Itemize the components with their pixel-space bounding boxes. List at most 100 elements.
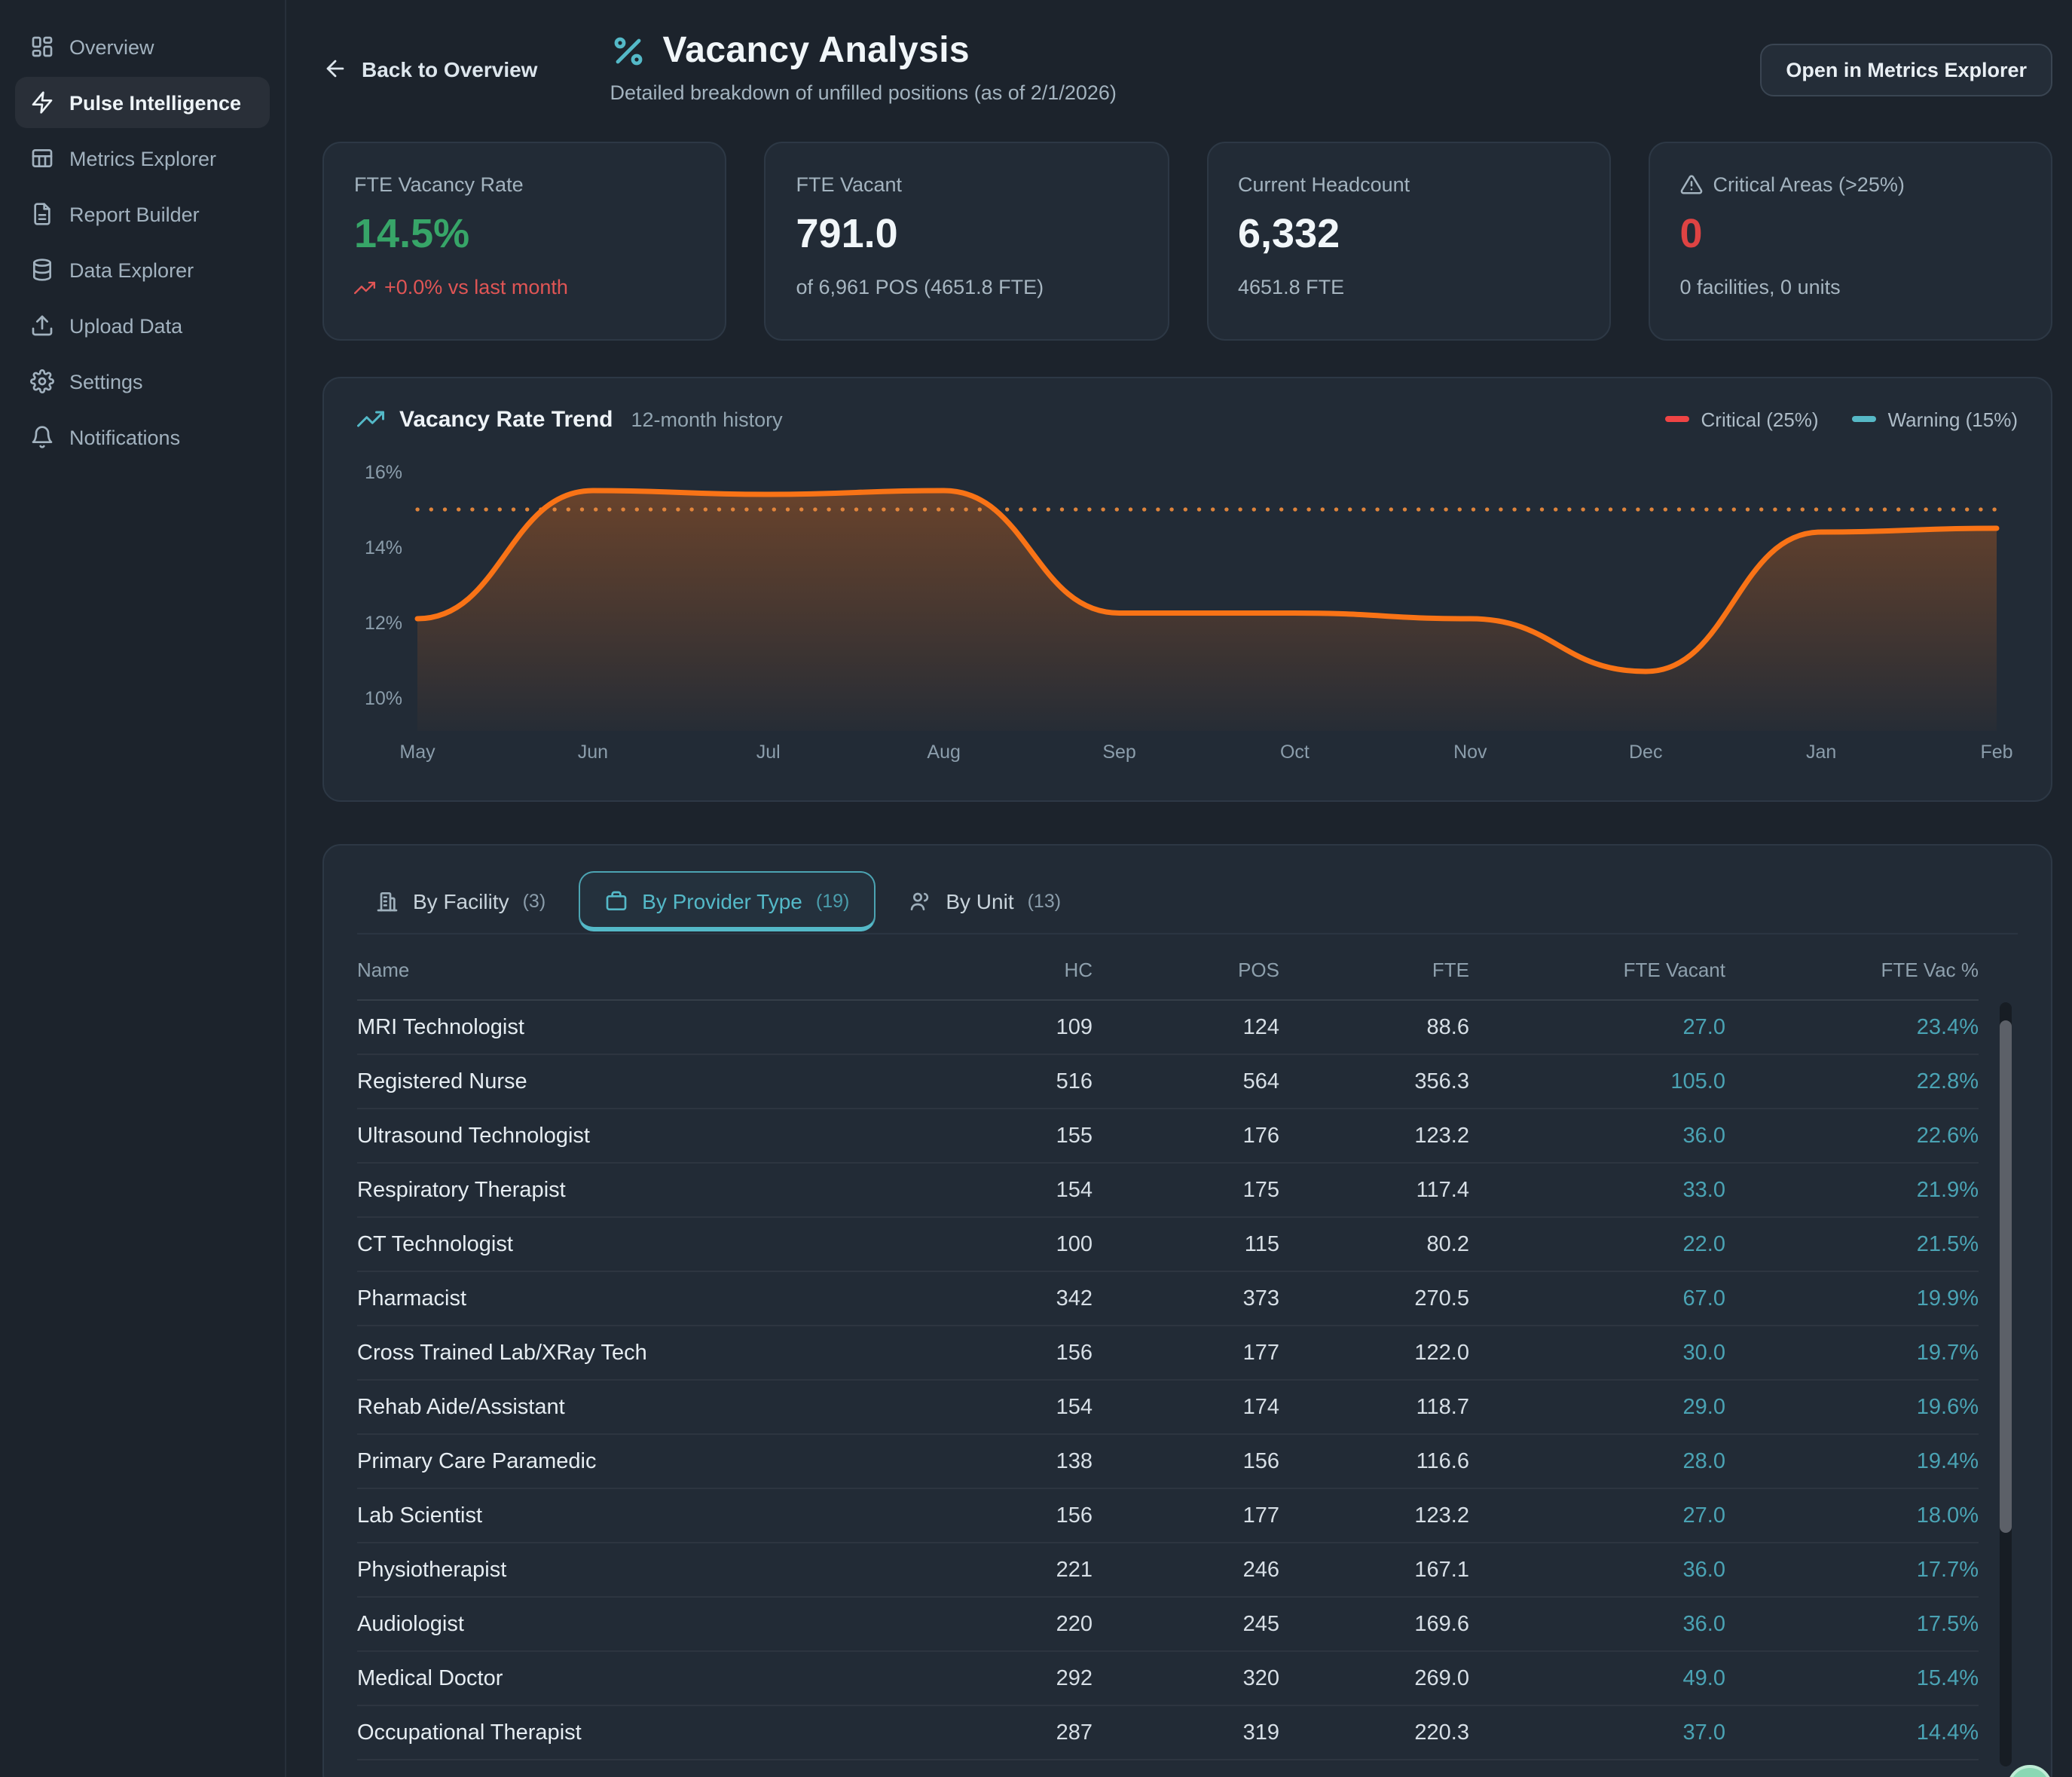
- cell-fte-vacant: 49.0: [1469, 1651, 1725, 1706]
- sidebar-item-overview[interactable]: Overview: [15, 21, 270, 72]
- sidebar-item-label: Data Explorer: [69, 258, 194, 281]
- bell-icon: [30, 425, 54, 449]
- table-row[interactable]: Occupational Therapist 287 319 220.3 37.0 14.…: [357, 1705, 1979, 1760]
- col-header-fte[interactable]: FTE: [1279, 944, 1469, 1001]
- cell-fte-vacant: 27.0: [1469, 1000, 1725, 1055]
- tab-by-facility[interactable]: By Facility (3): [357, 870, 564, 933]
- cell-pos: 124: [1093, 1000, 1279, 1055]
- cell-hc: 342: [912, 1271, 1093, 1326]
- table-row[interactable]: Lab Scientist 156 177 123.2 27.0 18.0%: [357, 1488, 1979, 1543]
- table-row[interactable]: Registered Nurse 516 564 356.3 105.0 22.8%: [357, 1054, 1979, 1109]
- sidebar-item-data-explorer[interactable]: Data Explorer: [15, 244, 270, 295]
- back-link-label: Back to Overview: [362, 57, 538, 81]
- cell-fte-vac-pct: 21.5%: [1725, 1217, 1979, 1272]
- table-row[interactable]: Medical Doctor 292 320 269.0 49.0 15.4%: [357, 1651, 1979, 1706]
- cell-fte-vac-pct: 19.6%: [1725, 1380, 1979, 1435]
- open-in-metrics-explorer-button[interactable]: Open in Metrics Explorer: [1760, 44, 2052, 96]
- cell-pos: 319: [1093, 1705, 1279, 1760]
- sidebar-item-upload-data[interactable]: Upload Data: [15, 300, 270, 351]
- col-header-fte-vac-pct[interactable]: FTE Vac %: [1725, 944, 1979, 1001]
- stat-card-current-headcount: Current Headcount 6,332 4651.8 FTE: [1206, 142, 1611, 341]
- cell-fte-vacant: 36.0: [1469, 1543, 1725, 1598]
- table-row[interactable]: MRI Technologist 109 124 88.6 27.0 23.4%: [357, 1000, 1979, 1055]
- cell-fte: 117.4: [1279, 1163, 1469, 1218]
- table-row[interactable]: Respiratory Therapist 154 175 117.4 33.0 21.9…: [357, 1163, 1979, 1218]
- cell-fte-vac-pct: 14.4%: [1725, 1705, 1979, 1760]
- cell-fte-vac-pct: 23.4%: [1725, 1000, 1979, 1055]
- stat-subtext: of 6,961 POS (4651.8 FTE): [796, 276, 1044, 298]
- tab-count: (19): [815, 891, 850, 912]
- page-header: Back to Overview Vacancy Analysis Detail…: [322, 30, 2052, 104]
- sidebar-item-pulse-intelligence[interactable]: Pulse Intelligence: [15, 77, 270, 128]
- table-row[interactable]: Primary Care Paramedic 138 156 116.6 28.0 19.…: [357, 1434, 1979, 1489]
- col-header-pos[interactable]: POS: [1093, 944, 1279, 1001]
- cell-hc: 138: [912, 1434, 1093, 1489]
- svg-text:Dec: Dec: [1629, 742, 1662, 763]
- sidebar-item-report-builder[interactable]: Report Builder: [15, 188, 270, 240]
- users-icon: [908, 889, 932, 913]
- table-row[interactable]: Audiologist 220 245 169.6 36.0 17.5%: [357, 1597, 1979, 1652]
- svg-text:Nov: Nov: [1453, 742, 1487, 763]
- title-block: Vacancy Analysis Detailed breakdown of u…: [610, 30, 1116, 104]
- cell-hc: 155: [912, 1109, 1093, 1164]
- cell-hc: 156: [912, 1326, 1093, 1381]
- breakdown-table: Name HC POS FTE FTE Vacant FTE Vac % MRI…: [357, 944, 1979, 1760]
- cell-name: Audiologist: [357, 1597, 912, 1652]
- chart-subtitle: 12-month history: [631, 408, 783, 430]
- cell-fte: 88.6: [1279, 1000, 1469, 1055]
- table-scrollbar-thumb[interactable]: [2000, 1020, 2012, 1533]
- col-header-name[interactable]: Name: [357, 944, 912, 1001]
- gear-icon: [30, 369, 54, 393]
- cell-name: Cross Trained Lab/XRay Tech: [357, 1326, 912, 1381]
- cell-fte-vac-pct: 22.6%: [1725, 1109, 1979, 1164]
- cell-fte-vac-pct: 17.5%: [1725, 1597, 1979, 1652]
- table-row[interactable]: Physiotherapist 221 246 167.1 36.0 17.7%: [357, 1543, 1979, 1598]
- db-icon: [30, 258, 54, 282]
- table-row[interactable]: Rehab Aide/Assistant 154 174 118.7 29.0 19.6%: [357, 1380, 1979, 1435]
- cell-fte-vacant: 67.0: [1469, 1271, 1725, 1326]
- sidebar-item-label: Upload Data: [69, 314, 183, 337]
- alert-triangle-icon: [1680, 173, 1703, 196]
- col-header-fte-vacant[interactable]: FTE Vacant: [1469, 944, 1725, 1001]
- sidebar-item-settings[interactable]: Settings: [15, 356, 270, 407]
- tab-count: (3): [522, 891, 546, 912]
- tab-by-provider-type[interactable]: By Provider Type (19): [579, 871, 876, 931]
- cell-name: MRI Technologist: [357, 1000, 912, 1055]
- cell-fte-vacant: 27.0: [1469, 1488, 1725, 1543]
- table-row[interactable]: Cross Trained Lab/XRay Tech 156 177 122.0 30…: [357, 1326, 1979, 1381]
- table-row[interactable]: Ultrasound Technologist 155 176 123.2 36.0 22…: [357, 1109, 1979, 1164]
- tab-by-unit[interactable]: By Unit (13): [890, 870, 1079, 933]
- page-title: Vacancy Analysis: [662, 30, 970, 71]
- trend-up-icon: [354, 277, 375, 298]
- svg-text:Feb: Feb: [1980, 742, 2012, 763]
- chart-legend: Critical (25%) Warning (15%): [1664, 408, 2018, 430]
- cell-hc: 100: [912, 1217, 1093, 1272]
- cell-fte: 118.7: [1279, 1380, 1469, 1435]
- table-row[interactable]: Pharmacist 342 373 270.5 67.0 19.9%: [357, 1271, 1979, 1326]
- sidebar-item-label: Report Builder: [69, 203, 200, 225]
- legend-item-critical: Critical (25%): [1664, 408, 1819, 430]
- arrow-left-icon: [322, 56, 348, 81]
- cell-pos: 156: [1093, 1434, 1279, 1489]
- svg-text:Jun: Jun: [578, 742, 608, 763]
- cell-fte: 123.2: [1279, 1488, 1469, 1543]
- chart-title: Vacancy Rate Trend: [399, 406, 613, 432]
- sidebar-item-notifications[interactable]: Notifications: [15, 411, 270, 463]
- cell-fte-vacant: 28.0: [1469, 1434, 1725, 1489]
- cell-name: Occupational Therapist: [357, 1705, 912, 1760]
- back-to-overview-link[interactable]: Back to Overview: [322, 56, 537, 81]
- cell-pos: 373: [1093, 1271, 1279, 1326]
- svg-text:Aug: Aug: [927, 742, 960, 763]
- cell-hc: 220: [912, 1597, 1093, 1652]
- table-row[interactable]: CT Technologist 100 115 80.2 22.0 21.5%: [357, 1217, 1979, 1272]
- cell-name: Primary Care Paramedic: [357, 1434, 912, 1489]
- sidebar-item-metrics-explorer[interactable]: Metrics Explorer: [15, 133, 270, 184]
- table-header-row: Name HC POS FTE FTE Vacant FTE Vac %: [357, 944, 1979, 1001]
- stat-value: 6,332: [1238, 211, 1340, 256]
- cell-fte-vacant: 30.0: [1469, 1326, 1725, 1381]
- cell-name: Lab Scientist: [357, 1488, 912, 1543]
- col-header-hc[interactable]: HC: [912, 944, 1093, 1001]
- stat-label: FTE Vacancy Rate: [354, 173, 524, 196]
- cell-fte-vac-pct: 22.8%: [1725, 1054, 1979, 1109]
- sidebar-item-label: Settings: [69, 370, 143, 393]
